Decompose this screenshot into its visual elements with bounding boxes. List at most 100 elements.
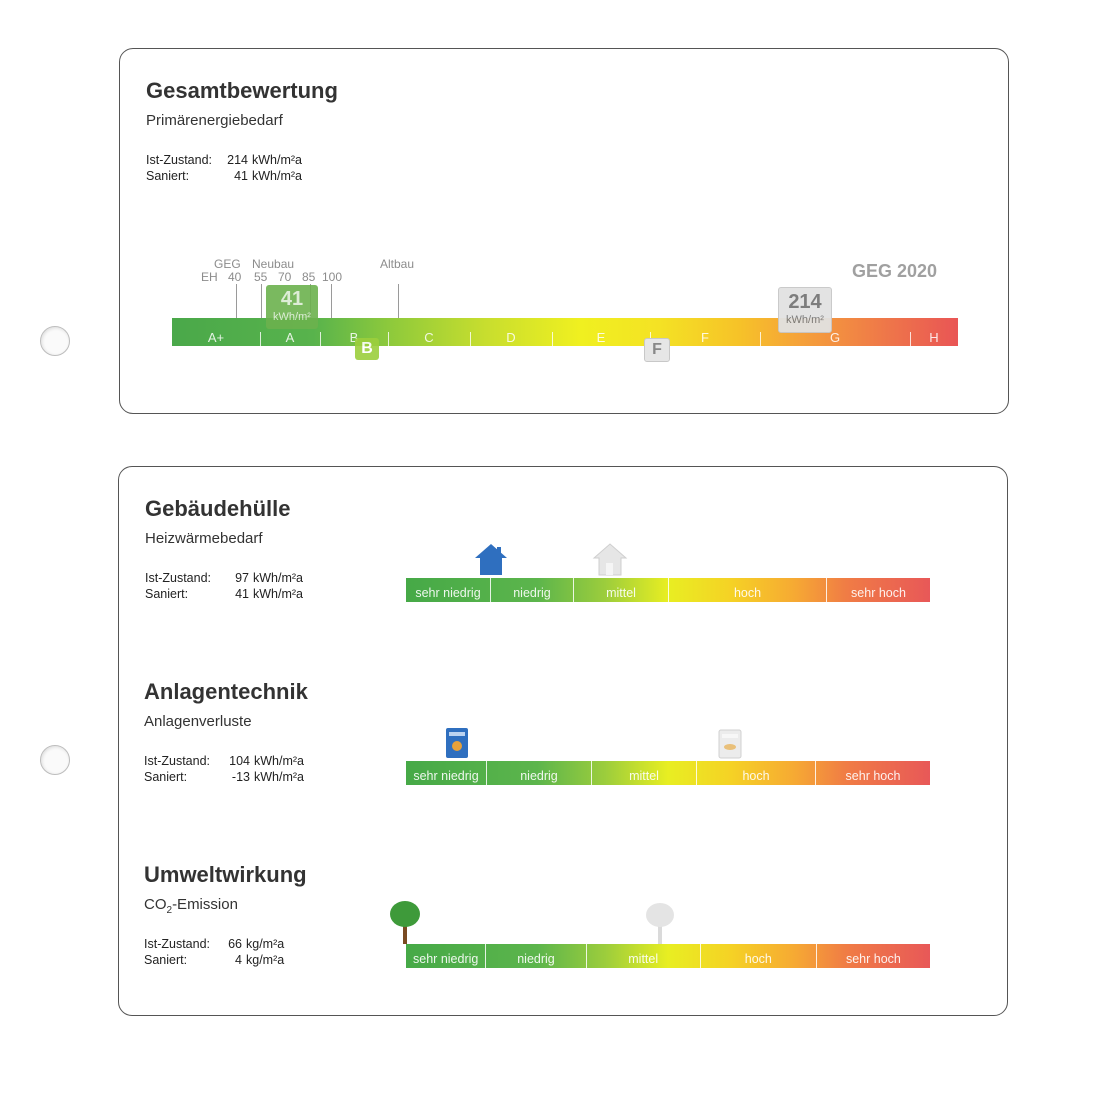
boiler-icon bbox=[718, 729, 742, 759]
segment-hoch: hoch bbox=[668, 578, 826, 602]
eh-100-label: 100 bbox=[322, 270, 343, 284]
class-e: E bbox=[596, 330, 606, 345]
saniert-class-badge: B bbox=[355, 338, 379, 360]
gebaeudehuelle-subtitle: Heizwärmebedarf bbox=[145, 530, 263, 547]
ist-zustand-unit: kg/m²a bbox=[246, 937, 285, 951]
saniert-value: -13 bbox=[231, 770, 250, 784]
eh-label: EH bbox=[201, 270, 218, 284]
segment-sehr-hoch: sehr hoch bbox=[815, 761, 930, 785]
house-icon bbox=[592, 543, 628, 576]
ist-zustand-row: Ist-Zustand: 66 kg/m²a bbox=[144, 936, 284, 952]
ist-zustand-row: Ist-Zustand: 214 kWh/m²a bbox=[146, 152, 302, 168]
saniert-row: Saniert: -13 kWh/m²a bbox=[144, 769, 304, 785]
segment-hoch: hoch bbox=[696, 761, 815, 785]
saniert-label: Saniert: bbox=[144, 770, 188, 784]
heizwaerme-scale-bar: sehr niedrig niedrig mittel hoch sehr ho… bbox=[406, 578, 930, 602]
tree-icon bbox=[390, 901, 420, 944]
detail-card bbox=[118, 466, 1008, 1016]
tick-100 bbox=[331, 284, 332, 318]
saniert-unit: kg/m²a bbox=[246, 953, 285, 967]
gesamtbewertung-title: Gesamtbewertung bbox=[146, 78, 338, 103]
saniert-label: Saniert: bbox=[146, 169, 190, 183]
saniert-value: 41 bbox=[235, 587, 249, 601]
class-separator bbox=[260, 332, 261, 346]
saniert-unit: kWh/m²a bbox=[254, 770, 304, 784]
gesamtbewertung-card bbox=[119, 48, 1009, 414]
ist-zustand-label: Ist-Zustand: bbox=[144, 937, 210, 951]
gesamtbewertung-values: Ist-Zustand: 214 kWh/m²a Saniert: 41 kWh… bbox=[146, 152, 302, 184]
class-separator bbox=[470, 332, 471, 346]
saniert-row: Saniert: 4 kg/m²a bbox=[144, 952, 284, 968]
class-g: G bbox=[829, 330, 841, 345]
ist-zustand-unit: kWh/m²a bbox=[253, 571, 303, 585]
segment-niedrig: niedrig bbox=[486, 761, 591, 785]
co2-scale-bar: sehr niedrig niedrig mittel hoch sehr ho… bbox=[406, 944, 930, 968]
class-h: H bbox=[929, 330, 939, 345]
ist-zustand-row: Ist-Zustand: 97 kWh/m²a bbox=[145, 570, 303, 586]
segment-hoch: hoch bbox=[699, 944, 816, 968]
segment-sehr-niedrig: sehr niedrig bbox=[413, 952, 479, 966]
ist-zustand-value: 97 bbox=[235, 571, 249, 585]
ist-zustand-value: 104 bbox=[229, 754, 250, 768]
ist-zustand-label: Ist-Zustand: bbox=[144, 754, 210, 768]
saniert-row: Saniert: 41 kWh/m²a bbox=[145, 586, 303, 602]
tick-40 bbox=[236, 284, 237, 318]
saniert-value: 41 bbox=[234, 169, 248, 183]
ist-marker: 214 kWh/m² bbox=[778, 287, 832, 333]
saniert-label: Saniert: bbox=[145, 587, 189, 601]
segment-niedrig: niedrig bbox=[490, 578, 573, 602]
segment-sehr-niedrig: sehr niedrig bbox=[413, 769, 479, 783]
umweltwirkung-values: Ist-Zustand: 66 kg/m²a Saniert: 4 kg/m²a bbox=[144, 936, 284, 968]
ist-marker-value: 214 bbox=[788, 291, 822, 313]
boiler-icon bbox=[446, 728, 468, 758]
segment-niedrig: niedrig bbox=[485, 944, 585, 968]
anlagentechnik-values: Ist-Zustand: 104 kWh/m²a Saniert: -13 kW… bbox=[144, 753, 304, 785]
altbau-label: Altbau bbox=[380, 257, 415, 271]
co2-rest: -Emission bbox=[172, 896, 238, 913]
ist-zustand-value: 66 bbox=[228, 937, 242, 951]
co2-main: CO bbox=[144, 896, 167, 913]
umweltwirkung-title: Umweltwirkung bbox=[144, 862, 307, 887]
eh-40-label: 40 bbox=[228, 270, 242, 284]
class-separator bbox=[910, 332, 911, 346]
class-separator bbox=[760, 332, 761, 346]
segment-mittel: mittel bbox=[573, 578, 668, 602]
co2-subscript: 2 bbox=[166, 905, 173, 916]
class-c: C bbox=[424, 330, 434, 345]
saniert-row: Saniert: 41 kWh/m²a bbox=[146, 168, 302, 184]
saniert-value: 4 bbox=[235, 953, 242, 967]
saniert-unit: kWh/m²a bbox=[253, 587, 303, 601]
segment-sehr-hoch: sehr hoch bbox=[815, 944, 930, 968]
ist-zustand-unit: kWh/m²a bbox=[252, 153, 302, 167]
gebaeudehuelle-title: Gebäudehülle bbox=[145, 496, 291, 521]
class-a: A bbox=[285, 330, 295, 345]
ist-zustand-label: Ist-Zustand: bbox=[146, 153, 212, 167]
saniert-unit: kWh/m²a bbox=[252, 169, 302, 183]
segment-sehr-niedrig: sehr niedrig bbox=[415, 586, 481, 600]
ist-marker-unit: kWh/m² bbox=[786, 314, 824, 326]
ist-class-badge: F bbox=[644, 338, 670, 362]
neubau-label: Neubau bbox=[252, 257, 295, 271]
eh-55-label: 55 bbox=[254, 270, 268, 284]
segment-sehr-hoch: sehr hoch bbox=[826, 578, 930, 602]
class-f: F bbox=[701, 330, 709, 345]
punch-hole-bottom bbox=[40, 745, 70, 775]
umweltwirkung-subtitle: CO2-Emission bbox=[144, 896, 238, 916]
punch-hole-top bbox=[40, 326, 70, 356]
saniert-marker-unit: kWh/m² bbox=[273, 311, 311, 323]
anlagenverluste-scale-bar: sehr niedrig niedrig mittel hoch sehr ho… bbox=[406, 761, 930, 785]
class-separator bbox=[388, 332, 389, 346]
anlagentechnik-title: Anlagentechnik bbox=[144, 679, 308, 704]
saniert-marker: 41 kWh/m² bbox=[266, 285, 318, 329]
ist-zustand-row: Ist-Zustand: 104 kWh/m²a bbox=[144, 753, 304, 769]
class-d: D bbox=[506, 330, 516, 345]
house-icon bbox=[475, 544, 507, 575]
gesamtbewertung-subtitle: Primärenergiebedarf bbox=[146, 112, 283, 129]
eh-70-label: 70 bbox=[278, 270, 292, 284]
ist-zustand-unit: kWh/m²a bbox=[254, 754, 304, 768]
geg-2020-label: GEG 2020 bbox=[852, 261, 938, 281]
tick-55 bbox=[261, 284, 262, 318]
class-separator bbox=[320, 332, 321, 346]
saniert-label: Saniert: bbox=[144, 953, 188, 967]
segment-mittel: mittel bbox=[585, 944, 700, 968]
